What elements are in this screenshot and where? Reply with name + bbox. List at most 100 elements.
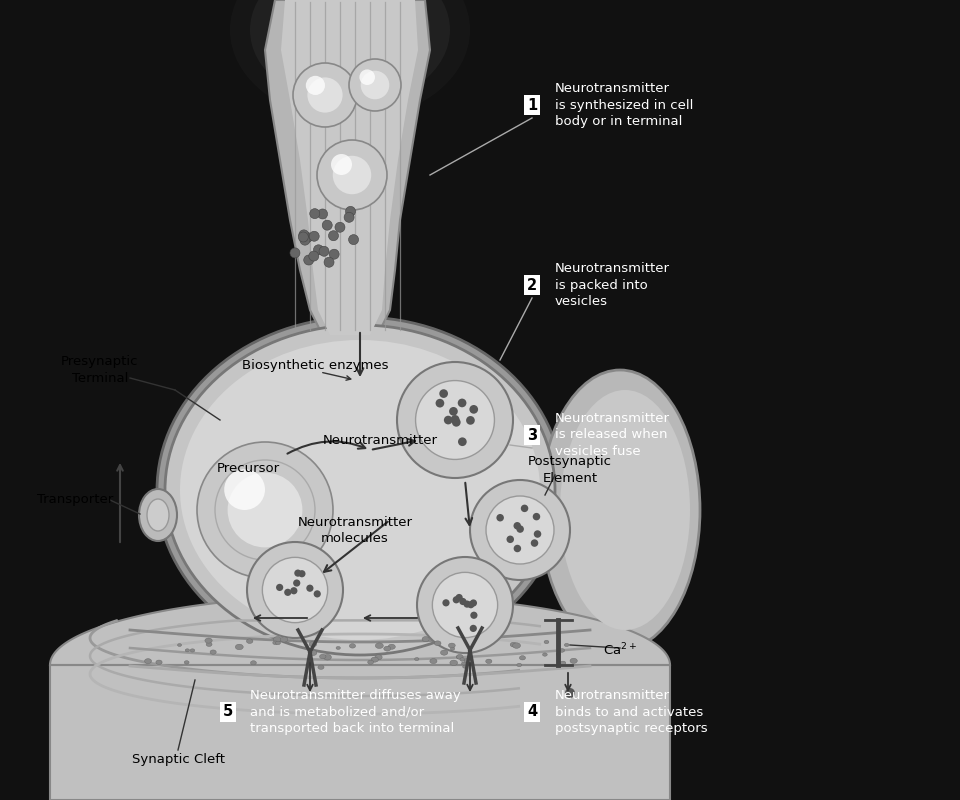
Circle shape xyxy=(300,235,310,245)
Ellipse shape xyxy=(290,0,410,75)
Ellipse shape xyxy=(519,656,525,660)
Text: Neurotransmitter
binds to and activates
postsynaptic receptors: Neurotransmitter binds to and activates … xyxy=(555,689,708,735)
Ellipse shape xyxy=(320,654,326,658)
Ellipse shape xyxy=(434,641,441,646)
Circle shape xyxy=(262,558,327,622)
Circle shape xyxy=(307,78,343,113)
Ellipse shape xyxy=(448,643,455,648)
Ellipse shape xyxy=(463,666,467,668)
Circle shape xyxy=(344,212,354,222)
Text: 2: 2 xyxy=(527,278,537,293)
Ellipse shape xyxy=(184,661,189,664)
Polygon shape xyxy=(50,595,670,800)
Ellipse shape xyxy=(274,637,281,642)
Circle shape xyxy=(514,545,521,552)
Ellipse shape xyxy=(556,653,561,656)
Circle shape xyxy=(324,258,334,267)
Text: 1: 1 xyxy=(527,98,538,113)
Ellipse shape xyxy=(270,0,430,90)
Circle shape xyxy=(458,438,467,446)
Circle shape xyxy=(302,233,312,242)
Ellipse shape xyxy=(513,643,520,648)
Ellipse shape xyxy=(510,642,516,647)
Ellipse shape xyxy=(276,641,280,645)
Circle shape xyxy=(467,416,475,425)
Ellipse shape xyxy=(280,637,288,642)
Text: Neurotransmitter
is packed into
vesicles: Neurotransmitter is packed into vesicles xyxy=(555,262,670,308)
Circle shape xyxy=(314,590,321,598)
Ellipse shape xyxy=(180,340,540,640)
Circle shape xyxy=(319,246,329,256)
Ellipse shape xyxy=(570,658,577,663)
Circle shape xyxy=(306,585,314,592)
Circle shape xyxy=(397,362,513,478)
Ellipse shape xyxy=(139,489,177,541)
Ellipse shape xyxy=(156,660,162,665)
Ellipse shape xyxy=(560,649,564,652)
Circle shape xyxy=(299,232,308,242)
Circle shape xyxy=(299,230,309,240)
Circle shape xyxy=(417,557,513,653)
Circle shape xyxy=(349,59,401,111)
Circle shape xyxy=(534,530,541,538)
Circle shape xyxy=(318,209,327,219)
Circle shape xyxy=(309,231,320,242)
Circle shape xyxy=(469,599,477,606)
Ellipse shape xyxy=(318,665,324,670)
Text: Neurotransmitter
is synthesized in cell
body or in terminal: Neurotransmitter is synthesized in cell … xyxy=(555,82,693,128)
Polygon shape xyxy=(265,0,430,340)
Circle shape xyxy=(228,473,302,547)
Text: Neurotransmitter
molecules: Neurotransmitter molecules xyxy=(298,515,413,545)
Circle shape xyxy=(496,514,504,522)
Circle shape xyxy=(486,496,554,564)
Circle shape xyxy=(197,442,333,578)
Circle shape xyxy=(451,415,460,424)
Circle shape xyxy=(507,535,514,543)
Text: Transporter: Transporter xyxy=(36,494,113,506)
Circle shape xyxy=(306,76,325,95)
Ellipse shape xyxy=(145,658,152,663)
Ellipse shape xyxy=(210,650,216,654)
Circle shape xyxy=(432,572,497,638)
Ellipse shape xyxy=(450,660,458,666)
Ellipse shape xyxy=(560,390,690,630)
Circle shape xyxy=(452,418,461,426)
Circle shape xyxy=(290,587,298,594)
Ellipse shape xyxy=(349,644,355,648)
Circle shape xyxy=(333,156,372,194)
Ellipse shape xyxy=(309,650,317,655)
Ellipse shape xyxy=(462,662,466,665)
Circle shape xyxy=(276,584,283,591)
Circle shape xyxy=(469,625,477,632)
Ellipse shape xyxy=(178,644,181,646)
Circle shape xyxy=(284,589,292,596)
Circle shape xyxy=(314,245,324,254)
Circle shape xyxy=(293,579,300,586)
Ellipse shape xyxy=(309,642,317,646)
Circle shape xyxy=(335,222,345,232)
Ellipse shape xyxy=(460,658,465,661)
Ellipse shape xyxy=(204,638,212,643)
Ellipse shape xyxy=(235,644,243,650)
Ellipse shape xyxy=(206,642,212,646)
Ellipse shape xyxy=(516,663,521,666)
Text: Biosynthetic enzymes: Biosynthetic enzymes xyxy=(242,358,388,371)
Circle shape xyxy=(521,505,528,512)
Ellipse shape xyxy=(540,370,700,650)
Circle shape xyxy=(309,251,319,261)
Circle shape xyxy=(329,250,339,259)
Ellipse shape xyxy=(450,647,455,650)
Circle shape xyxy=(516,526,524,533)
Circle shape xyxy=(361,70,390,99)
Text: Neurotransmitter
is released when
vesicles fuse: Neurotransmitter is released when vesicl… xyxy=(555,412,670,458)
Ellipse shape xyxy=(336,646,341,650)
Circle shape xyxy=(348,234,359,245)
Circle shape xyxy=(310,209,320,218)
Text: 4: 4 xyxy=(527,705,537,719)
Circle shape xyxy=(317,140,387,210)
Circle shape xyxy=(464,601,470,608)
Ellipse shape xyxy=(165,325,555,655)
Ellipse shape xyxy=(190,649,195,652)
Polygon shape xyxy=(281,0,418,335)
Circle shape xyxy=(468,601,474,608)
